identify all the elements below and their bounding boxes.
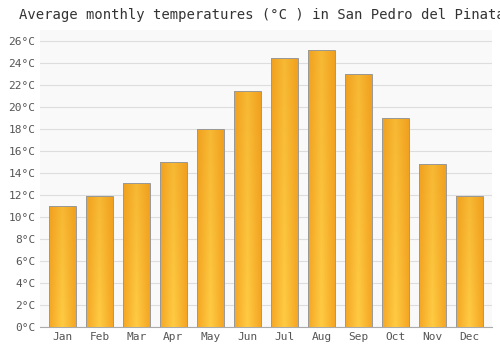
Bar (160, 162, 186, 327)
Bar (419, 164, 446, 327)
Bar (308, 50, 335, 327)
Bar (86, 196, 113, 327)
Bar (49, 206, 76, 327)
Bar (123, 183, 150, 327)
Bar (456, 196, 483, 327)
Bar (382, 118, 409, 327)
Bar (271, 58, 298, 327)
Bar (197, 129, 224, 327)
Bar (345, 74, 372, 327)
Title: Average monthly temperatures (°C ) in San Pedro del Pinatar: Average monthly temperatures (°C ) in Sa… (19, 8, 500, 22)
Bar (234, 91, 260, 327)
